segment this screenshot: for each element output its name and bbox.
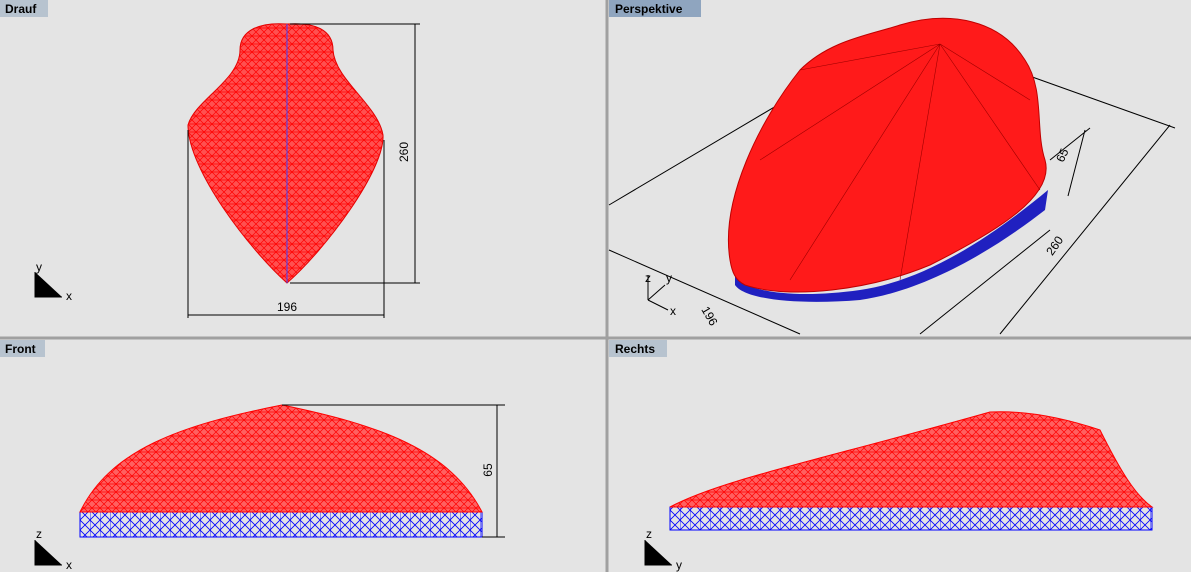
model-mesh [188, 23, 384, 284]
axis-label: z [646, 527, 652, 541]
viewport-title: Rechts [615, 342, 655, 356]
model-mesh [670, 411, 1152, 507]
viewport-title: Drauf [5, 2, 37, 16]
dimension-lines [608, 43, 1176, 335]
model-mesh [80, 405, 482, 512]
viewport-tab[interactable] [609, 0, 701, 17]
viewport-top[interactable]: Drauf 260 196 y x [0, 0, 420, 318]
model-mesh [759, 43, 1041, 281]
axis-icon [34, 272, 62, 298]
axis-label: y [666, 271, 672, 285]
axis-label: x [66, 558, 72, 572]
viewport-tab[interactable] [609, 340, 667, 357]
axis-icon [34, 540, 62, 566]
model-base [669, 506, 1153, 531]
viewport-title: Front [5, 342, 36, 356]
axis-label: y [676, 558, 682, 572]
dimension-lines [187, 23, 420, 318]
dimension-label: 65 [1053, 146, 1071, 164]
dimension-label: 196 [277, 300, 297, 314]
model-base [79, 511, 483, 538]
dimension-lines [282, 404, 505, 538]
axis-label: z [645, 271, 651, 285]
viewport-right[interactable]: Rechts z y [609, 340, 1154, 572]
axis-icon [644, 540, 672, 566]
viewport-perspective[interactable]: Perspektive 65 260 196 z y x [608, 0, 1176, 335]
axis-label: z [36, 527, 42, 541]
axis-label: x [66, 289, 72, 303]
viewport-tab[interactable] [0, 340, 45, 357]
viewport-front[interactable]: Front 65 z x [0, 340, 505, 572]
dimension-label: 260 [397, 142, 411, 162]
axis-label: y [36, 260, 42, 274]
axis-icon [647, 275, 669, 311]
dimension-label: 65 [481, 463, 495, 477]
viewport-tab[interactable] [0, 0, 48, 17]
model-base [735, 190, 1048, 302]
viewport-title: Perspektive [615, 2, 683, 16]
model [728, 17, 1047, 293]
axis-label: x [670, 304, 676, 318]
